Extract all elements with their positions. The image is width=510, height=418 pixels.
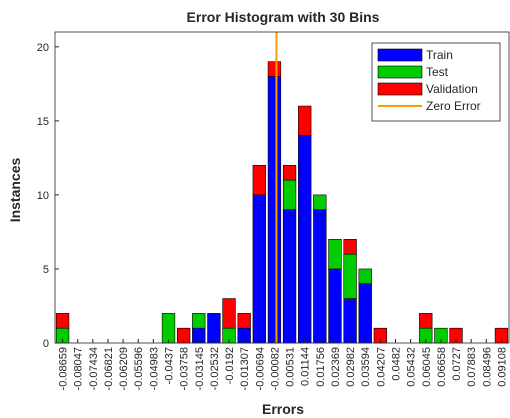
y-axis-label: Instances (7, 157, 23, 222)
y-tick-label: 20 (37, 42, 49, 54)
x-tick-label: -0.03145 (194, 347, 206, 390)
legend-label: Train (426, 48, 453, 62)
bar-segment (161, 313, 176, 344)
y-tick-label: 0 (43, 338, 49, 350)
bar-segment (207, 313, 221, 344)
bar-segment (298, 105, 312, 136)
bar-segment (252, 164, 266, 196)
legend-label: Zero Error (426, 99, 481, 113)
x-tick-label: -0.03758 (179, 347, 191, 390)
legend-swatch (377, 65, 423, 79)
bar-segment (328, 239, 342, 270)
legend-label: Validation (426, 82, 478, 96)
bar-segment (298, 135, 312, 344)
x-tick-label: 0.01756 (315, 347, 327, 387)
bar-segment (358, 268, 372, 285)
x-tick-label: -0.08659 (58, 347, 70, 390)
legend: Train Test Validation Zero Error (371, 42, 501, 122)
bar-segment (343, 298, 357, 344)
x-tick-label: -0.08047 (73, 347, 85, 390)
axes-frame (54, 31, 510, 344)
bar-segment (267, 61, 282, 77)
y-tick-label: 15 (37, 116, 49, 128)
bar-segment (267, 76, 282, 344)
bar-segment (313, 209, 327, 344)
bar-segment (358, 283, 372, 344)
y-tick-label: 10 (37, 190, 49, 202)
bar-segment (343, 253, 357, 299)
legend-swatch (377, 82, 423, 96)
x-tick-label: 0.09108 (496, 347, 508, 387)
x-tick-label: 0.06045 (421, 347, 433, 387)
bar-segment (313, 194, 327, 211)
chart-title: Error Histogram with 30 Bins (187, 9, 380, 25)
x-tick-label: 0.07883 (466, 347, 478, 387)
bar-segment (282, 179, 297, 211)
bar-segment (419, 313, 433, 329)
x-tick-label: -0.0192 (224, 347, 236, 384)
x-tick-label: -0.04983 (148, 347, 160, 390)
x-tick-label: 0.02369 (330, 347, 342, 387)
y-tick-label: 5 (43, 264, 49, 276)
x-tick-label: -0.00082 (269, 347, 281, 390)
legend-label: Test (426, 65, 449, 79)
x-tick-label: -0.02532 (209, 347, 221, 390)
bar-segment (222, 298, 236, 329)
x-tick-label: 0.0727 (451, 347, 463, 381)
bar-segment (282, 209, 297, 344)
bar-segment (343, 239, 357, 255)
x-tick-label: 0.06658 (436, 347, 448, 387)
bar-segment (252, 194, 266, 344)
bar-segment (192, 313, 206, 329)
x-tick-label: -0.0437 (164, 347, 176, 384)
bar-segment (328, 268, 342, 344)
x-tick-label: -0.00694 (254, 347, 266, 390)
bar-segment (55, 313, 70, 329)
x-tick-label: 0.08496 (481, 347, 493, 387)
x-tick-label: -0.06209 (118, 347, 130, 390)
x-tick-label: 0.05432 (406, 347, 418, 387)
x-tick-label: -0.05596 (133, 347, 145, 390)
x-tick-label: 0.01144 (300, 347, 312, 386)
x-tick-label: -0.06821 (103, 347, 115, 390)
x-tick-label: 0.02982 (345, 347, 357, 387)
bar-segment (282, 164, 297, 181)
x-tick-label: -0.01307 (239, 347, 251, 390)
x-tick-label: 0.03594 (360, 347, 372, 387)
x-tick-label: 0.0482 (391, 347, 403, 381)
x-tick-label: 0.04207 (375, 347, 387, 387)
legend-swatch (377, 48, 423, 62)
x-axis-label: Errors (262, 401, 304, 417)
bar-segment (237, 313, 251, 329)
legend-box (371, 42, 501, 122)
x-tick-label: -0.07434 (88, 347, 100, 390)
x-tick-label: 0.00531 (285, 347, 297, 387)
